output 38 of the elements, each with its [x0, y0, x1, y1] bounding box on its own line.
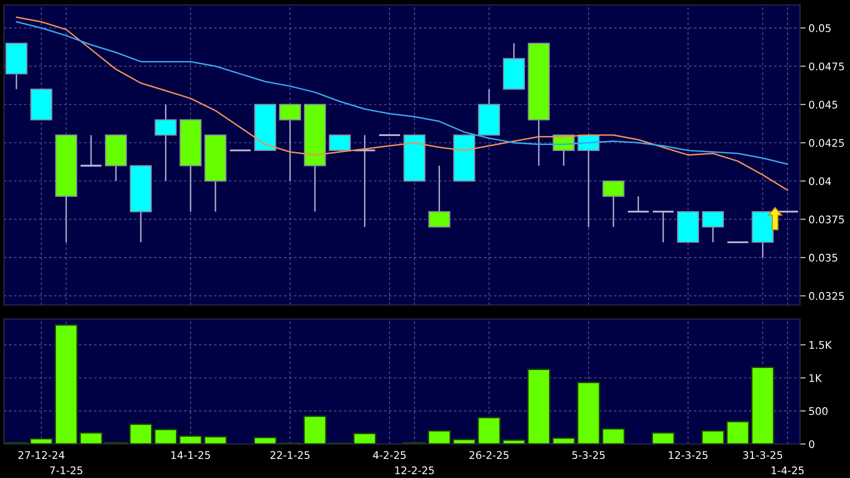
y-tick-label: 0.04: [809, 177, 831, 186]
x-tick-label: 12-3-25: [668, 451, 708, 460]
y-tick-label: 0.05: [809, 24, 831, 32]
candlestick: [328, 134, 351, 151]
y-tick-label: 500: [809, 407, 828, 416]
x-tick-label: 12-2-25: [395, 466, 434, 474]
x-tick-label: 31-3-25: [743, 451, 782, 460]
x-tick-label: 26-2-25: [470, 451, 508, 460]
y-tick-label: 1.5K: [809, 341, 832, 349]
candlestick: [353, 134, 376, 228]
x-tick-label: 14-1-25: [171, 451, 210, 460]
candlestick: [626, 196, 650, 213]
line-series: [16, 21, 788, 165]
candlestick: [602, 180, 624, 228]
x-tick-label: 1-4-25: [772, 466, 804, 474]
y-tick-label: 1K: [809, 374, 822, 382]
candlestick: [428, 165, 450, 228]
candlestick: [702, 210, 724, 243]
bar: [652, 432, 675, 444]
x-tick-label: 5-3-25: [572, 451, 605, 460]
y-tick-label: 0.0375: [809, 216, 844, 224]
candlestick: [154, 104, 177, 182]
candlestick: [80, 134, 102, 167]
x-tick-label: 27-12-24: [18, 451, 64, 459]
candlestick: [652, 210, 675, 243]
candlestick: [279, 104, 302, 182]
y-tick-label: 0.0325: [809, 292, 844, 300]
line-series: [16, 16, 788, 191]
y-tick-label: 0.0425: [809, 138, 844, 147]
y-tick-label: 0: [809, 440, 814, 448]
x-tick-label: 4-2-25: [373, 451, 406, 460]
y-tick-label: 0.045: [809, 100, 838, 109]
x-tick-label: 22-1-25: [270, 451, 310, 460]
bar: [204, 436, 228, 444]
y-tick-label: 0.0475: [809, 62, 844, 70]
x-tick-label: 7-1-25: [50, 466, 82, 474]
bar: [602, 428, 626, 444]
y-tick-label: 0.035: [809, 254, 838, 262]
